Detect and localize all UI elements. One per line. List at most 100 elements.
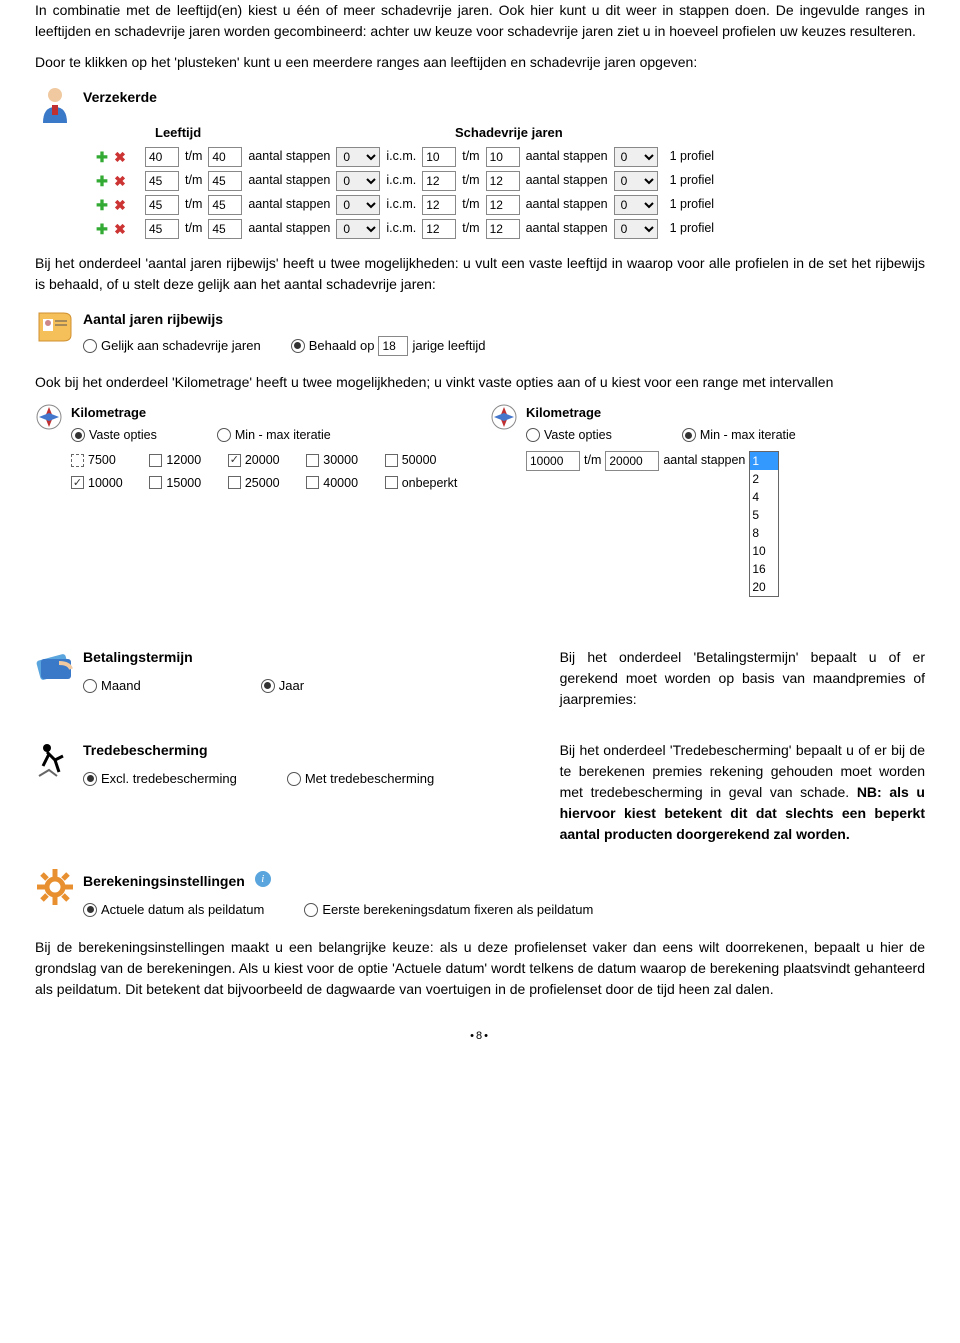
km-option[interactable]: 40000 [306, 474, 370, 493]
compass-icon [490, 403, 518, 431]
rijbewijs-opt-behaald[interactable]: Behaald op jarige leeftijd [291, 336, 486, 356]
bet-description: Bij het onderdeel 'Betalingstermijn' bep… [560, 647, 925, 710]
km-option[interactable]: 50000 [385, 451, 470, 470]
svj-from-input[interactable] [422, 147, 456, 167]
radio-icon [71, 428, 85, 442]
svj-step-select[interactable]: 0 [614, 147, 658, 167]
leeftijd-step-select[interactable]: 0 [336, 219, 380, 239]
svj-step-select[interactable]: 0 [614, 171, 658, 191]
bet-opt-maand[interactable]: Maand [83, 676, 141, 696]
svj-from-input[interactable] [422, 219, 456, 239]
km-paragraph: Ook bij het onderdeel 'Kilometrage' heef… [35, 372, 925, 393]
bet-opt-jaar[interactable]: Jaar [261, 676, 304, 696]
km-option[interactable]: 15000 [149, 474, 213, 493]
svj-to-input[interactable] [486, 195, 520, 215]
leeftijd-step-select[interactable]: 0 [336, 147, 380, 167]
ber-title: Berekeningsinstellingen [83, 867, 245, 892]
km-option[interactable]: 25000 [228, 474, 292, 493]
leeftijd-to-input[interactable] [208, 195, 242, 215]
rijbewijs-title: Aantal jaren rijbewijs [83, 305, 485, 330]
leeftijd-to-input[interactable] [208, 219, 242, 239]
add-icon[interactable]: ✚ [95, 150, 109, 164]
km-option[interactable]: 7500 [71, 451, 135, 470]
verzekerde-row: ✚ ✖ t/m aantal stappen 0 i.c.m. t/m aant… [95, 219, 925, 239]
checkbox-icon [385, 476, 398, 489]
radio-icon [304, 903, 318, 917]
leeftijd-from-input[interactable] [145, 195, 179, 215]
card-icon [35, 647, 75, 687]
delete-icon[interactable]: ✖ [113, 174, 127, 188]
svj-to-input[interactable] [486, 147, 520, 167]
gear-icon [35, 867, 75, 907]
trede-opt-excl[interactable]: Excl. tredebescherming [83, 769, 237, 789]
leeftijd-from-input[interactable] [145, 219, 179, 239]
svj-from-input[interactable] [422, 195, 456, 215]
km-to-input[interactable] [605, 451, 659, 471]
leeftijd-step-select[interactable]: 0 [336, 195, 380, 215]
checkbox-icon [306, 454, 319, 467]
leeftijd-to-input[interactable] [208, 147, 242, 167]
km-option[interactable]: onbeperkt [385, 474, 470, 493]
ber-opt-fixeren[interactable]: Eerste berekeningsdatum fixeren als peil… [304, 900, 593, 920]
license-icon [35, 305, 75, 345]
trede-opt-met[interactable]: Met tredebescherming [287, 769, 434, 789]
km-from-input[interactable] [526, 451, 580, 471]
km-option[interactable]: 20000 [228, 451, 292, 470]
km-opt-minmax-left[interactable]: Min - max iteratie [217, 426, 331, 445]
svj-step-select[interactable]: 0 [614, 195, 658, 215]
svj-from-input[interactable] [422, 171, 456, 191]
svj-to-input[interactable] [486, 219, 520, 239]
km-option[interactable]: 12000 [149, 451, 213, 470]
add-icon[interactable]: ✚ [95, 222, 109, 236]
bet-title: Betalingstermijn [83, 647, 304, 668]
rijbewijs-age-input[interactable] [378, 336, 408, 356]
radio-icon [83, 679, 97, 693]
km-option[interactable]: 30000 [306, 451, 370, 470]
svj-step-select[interactable]: 0 [614, 219, 658, 239]
checkbox-icon [385, 454, 398, 467]
radio-icon [287, 772, 301, 786]
km-title-left: Kilometrage [71, 403, 470, 423]
km-opt-vaste-right[interactable]: Vaste opties [526, 426, 612, 445]
rijbewijs-paragraph: Bij het onderdeel 'aantal jaren rijbewij… [35, 253, 925, 295]
person-icon [35, 83, 75, 123]
svj-to-input[interactable] [486, 171, 520, 191]
falling-person-icon [35, 740, 75, 780]
radio-icon [83, 903, 97, 917]
radio-icon [261, 679, 275, 693]
verzekerde-row: ✚ ✖ t/m aantal stappen 0 i.c.m. t/m aant… [95, 171, 925, 191]
delete-icon[interactable]: ✖ [113, 150, 127, 164]
rijbewijs-opt-gelijk[interactable]: Gelijk aan schadevrije jaren [83, 336, 261, 356]
leeftijd-from-input[interactable] [145, 171, 179, 191]
trede-title: Tredebescherming [83, 740, 434, 761]
trede-description: Bij het onderdeel 'Tredebescherming' bep… [560, 740, 925, 845]
radio-icon [83, 772, 97, 786]
add-icon[interactable]: ✚ [95, 174, 109, 188]
col-svj: Schadevrije jaren [455, 123, 835, 143]
km-step-list[interactable]: 12458101620 [749, 451, 779, 597]
verzekerde-row: ✚ ✖ t/m aantal stappen 0 i.c.m. t/m aant… [95, 195, 925, 215]
ber-opt-actueel[interactable]: Actuele datum als peildatum [83, 900, 264, 920]
checkbox-icon [149, 454, 162, 467]
verzekerde-row: ✚ ✖ t/m aantal stappen 0 i.c.m. t/m aant… [95, 147, 925, 167]
radio-icon [291, 339, 305, 353]
km-opt-minmax-right[interactable]: Min - max iteratie [682, 426, 796, 445]
radio-icon [682, 428, 696, 442]
radio-icon [526, 428, 540, 442]
checkbox-icon [306, 476, 319, 489]
add-icon[interactable]: ✚ [95, 198, 109, 212]
leeftijd-step-select[interactable]: 0 [336, 171, 380, 191]
km-opt-vaste-left[interactable]: Vaste opties [71, 426, 157, 445]
info-icon[interactable]: i [255, 871, 271, 887]
intro-paragraph-2: Door te klikken op het 'plusteken' kunt … [35, 52, 925, 73]
delete-icon[interactable]: ✖ [113, 222, 127, 236]
leeftijd-from-input[interactable] [145, 147, 179, 167]
checkbox-icon [149, 476, 162, 489]
radio-icon [83, 339, 97, 353]
delete-icon[interactable]: ✖ [113, 198, 127, 212]
ber-paragraph: Bij de berekeningsinstellingen maakt u e… [35, 937, 925, 1000]
km-title-right: Kilometrage [526, 403, 925, 423]
km-option[interactable]: 10000 [71, 474, 135, 493]
checkbox-icon [71, 476, 84, 489]
leeftijd-to-input[interactable] [208, 171, 242, 191]
